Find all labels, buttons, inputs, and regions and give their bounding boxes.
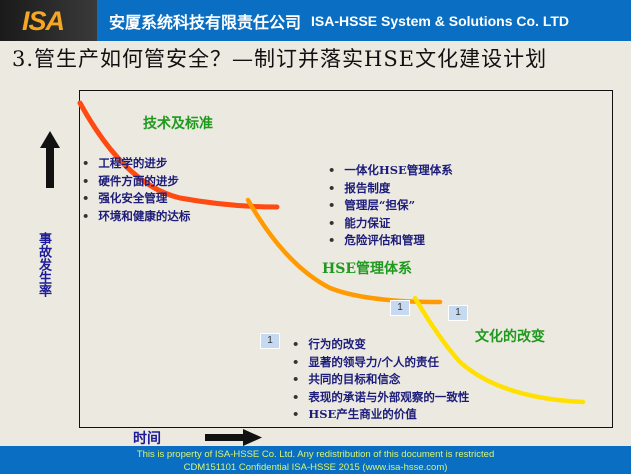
diagram-frame: [79, 90, 613, 428]
list-item: 管理层“担保”: [328, 197, 453, 215]
list-item: 能力保证: [328, 215, 453, 233]
technology-list: 工程学的进步 硬件方面的进步 强化安全管理 环境和健康的达标: [82, 155, 190, 225]
list-item: 强化安全管理: [82, 190, 190, 208]
hse-system-list: 一体化HSE管理体系 报告制度 管理层“担保” 能力保证 危险评估和管理: [328, 162, 453, 250]
list-item: 行为的改变: [292, 336, 469, 354]
right-arrow-icon: [205, 429, 262, 446]
footer-confidential: CDM151101 Confidential ISA-HSSE 2015 (ww…: [183, 462, 448, 473]
footer: This is property of ISA-HSSE Co. Ltd. An…: [0, 446, 631, 474]
list-item: 一体化HSE管理体系: [328, 162, 452, 180]
list-item: 危险评估和管理: [328, 232, 453, 250]
page-title: 3.管生产如何管安全？—制订并落实HSE文化建设计划: [12, 47, 548, 71]
list-item: 显著的领导力/个人的责任: [292, 354, 469, 372]
stage-label-culture: 文化的改变: [475, 329, 545, 345]
marker-badge: 1: [448, 305, 468, 321]
list-item: 硬件方面的进步: [82, 173, 190, 191]
list-item: 工程学的进步: [82, 155, 190, 173]
marker-badge: 1: [260, 333, 280, 349]
up-arrow-icon: [40, 131, 60, 188]
company-name-cn: 安厦系统科技有限责任公司: [109, 14, 302, 32]
list-item: 报告制度: [328, 180, 453, 198]
header-logo-area: [0, 0, 97, 41]
stage-label-hse-system: HSE管理体系: [322, 261, 413, 277]
list-item: 表现的承诺与外部观察的一致性: [292, 389, 469, 407]
isa-logo: ISA: [22, 6, 65, 36]
stage-label-technology: 技术及标准: [143, 116, 213, 132]
x-axis-label: 时间: [133, 431, 161, 447]
header-bar: 安厦系统科技有限责任公司 ISA-HSSE System & Solutions…: [97, 0, 631, 41]
company-name-en: ISA-HSSE System & Solutions Co. LTD: [311, 12, 570, 29]
y-axis-label: 事故发生率: [36, 232, 51, 297]
marker-badge: 1: [390, 300, 410, 316]
list-item: HSE产生商业的价值: [292, 406, 469, 424]
culture-list: 行为的改变 显著的领导力/个人的责任 共同的目标和信念 表现的承诺与外部观察的一…: [292, 336, 469, 424]
footer-notice: This is property of ISA-HSSE Co. Ltd. An…: [136, 449, 495, 460]
list-item: 环境和健康的达标: [82, 208, 190, 226]
list-item: 共同的目标和信念: [292, 371, 469, 389]
